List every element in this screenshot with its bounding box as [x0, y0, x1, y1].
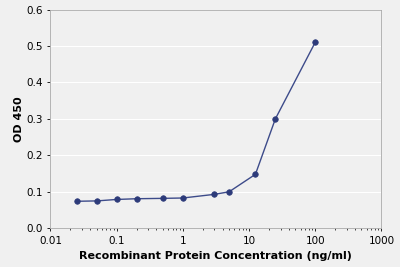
Y-axis label: OD 450: OD 450: [14, 96, 24, 142]
X-axis label: Recombinant Protein Concentration (ng/ml): Recombinant Protein Concentration (ng/ml…: [80, 252, 352, 261]
